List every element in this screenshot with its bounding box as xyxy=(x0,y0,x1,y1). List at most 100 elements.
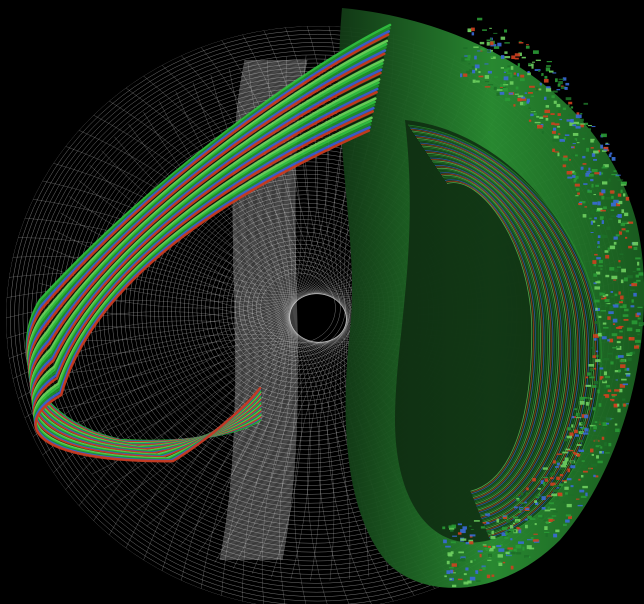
section-speckle xyxy=(520,507,524,510)
section-speckle xyxy=(626,352,633,355)
section-speckle xyxy=(484,86,491,88)
section-speckle xyxy=(637,317,641,320)
mesh-line xyxy=(125,87,297,574)
section-speckle xyxy=(611,215,616,217)
section-speckle xyxy=(596,354,599,358)
section-speckle xyxy=(561,480,567,482)
section-striation xyxy=(416,138,586,530)
section-speckle xyxy=(534,500,537,503)
section-speckle xyxy=(552,72,557,74)
section-speckle xyxy=(611,157,616,161)
section-speckle xyxy=(557,152,560,157)
section-speckle xyxy=(574,183,580,187)
section-striation xyxy=(436,168,550,505)
section-speckle xyxy=(567,176,573,179)
section-speckle xyxy=(608,311,614,315)
section-speckle xyxy=(574,457,577,461)
section-speckle xyxy=(594,286,601,290)
section-speckle xyxy=(473,46,479,48)
section-speckle xyxy=(457,558,463,562)
section-speckle xyxy=(617,355,624,358)
section-speckle xyxy=(460,538,467,541)
section-speckle xyxy=(526,487,529,491)
section-speckle xyxy=(636,312,641,316)
section-speckle xyxy=(621,268,626,273)
section-speckle xyxy=(601,133,607,138)
section-speckle xyxy=(526,44,529,46)
section-speckle xyxy=(581,414,587,418)
section-speckle xyxy=(484,75,490,79)
section-speckle xyxy=(573,172,577,176)
section-speckle xyxy=(612,318,618,323)
section-speckle xyxy=(594,440,599,443)
section-speckle xyxy=(479,41,485,45)
section-speckle xyxy=(475,67,478,71)
section-speckle xyxy=(524,501,527,504)
section-speckle xyxy=(516,552,522,555)
section-speckle xyxy=(477,50,482,52)
section-speckle xyxy=(593,150,599,154)
section-speckle xyxy=(575,188,580,191)
section-speckle xyxy=(627,275,633,279)
section-speckle xyxy=(485,513,490,516)
section-speckle xyxy=(612,347,618,349)
section-speckle xyxy=(469,525,472,527)
section-speckle xyxy=(591,168,598,172)
section-speckle xyxy=(556,103,561,108)
section-speckle xyxy=(572,416,577,419)
section-speckle xyxy=(536,502,539,505)
section-speckle xyxy=(568,449,574,452)
section-speckle xyxy=(509,81,514,85)
section-speckle xyxy=(578,202,583,206)
mesh-line xyxy=(104,26,329,489)
section-speckle xyxy=(635,257,641,260)
section-speckle xyxy=(568,101,573,105)
section-speckle xyxy=(612,304,619,308)
section-speckle xyxy=(532,539,539,542)
section-speckle xyxy=(574,138,578,142)
section-speckle xyxy=(463,573,467,576)
section-speckle xyxy=(544,75,548,79)
section-speckle xyxy=(500,55,505,59)
section-speckle xyxy=(601,336,607,340)
section-speckle xyxy=(557,453,563,455)
section-speckle xyxy=(622,314,629,317)
section-speckle xyxy=(515,86,519,90)
section-speckle xyxy=(626,367,630,371)
section-speckle xyxy=(500,67,505,69)
section-speckle xyxy=(457,532,462,535)
section-speckle xyxy=(449,566,454,569)
section-speckle xyxy=(527,515,532,519)
section-speckle xyxy=(558,133,561,135)
section-speckle xyxy=(490,49,493,52)
section-speckle xyxy=(565,519,570,523)
section-speckle xyxy=(570,139,576,144)
section-speckle xyxy=(586,128,592,131)
section-speckle xyxy=(590,147,594,149)
section-speckle xyxy=(538,70,541,72)
section-speckle xyxy=(595,359,601,363)
section-speckle xyxy=(532,50,539,54)
section-speckle xyxy=(526,100,530,104)
section-speckle xyxy=(603,357,610,361)
section-speckle xyxy=(638,272,644,276)
section-speckle xyxy=(602,295,606,297)
section-speckle xyxy=(592,201,598,205)
section-speckle xyxy=(480,526,485,529)
section-speckle xyxy=(588,167,591,171)
section-speckle xyxy=(567,427,571,431)
section-speckle xyxy=(605,196,611,200)
section-speckle xyxy=(579,200,586,204)
section-speckle xyxy=(619,383,626,388)
section-speckle xyxy=(609,338,614,343)
section-speckle xyxy=(503,81,506,85)
section-speckle xyxy=(633,281,638,285)
section-speckle xyxy=(449,526,455,530)
section-speckle xyxy=(605,394,610,398)
section-speckle xyxy=(596,316,599,318)
section-speckle xyxy=(467,54,471,59)
section-speckle xyxy=(467,28,472,33)
section-speckle xyxy=(574,487,578,490)
section-speckle xyxy=(510,551,516,555)
section-speckle xyxy=(562,451,569,454)
